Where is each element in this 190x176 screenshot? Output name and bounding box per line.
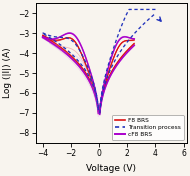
Legend: F8 BRS, Transition process, cF8 BRS: F8 BRS, Transition process, cF8 BRS: [112, 115, 184, 140]
X-axis label: Voltage (V): Voltage (V): [86, 164, 136, 172]
Y-axis label: Log (|I|) (A): Log (|I|) (A): [3, 48, 13, 98]
